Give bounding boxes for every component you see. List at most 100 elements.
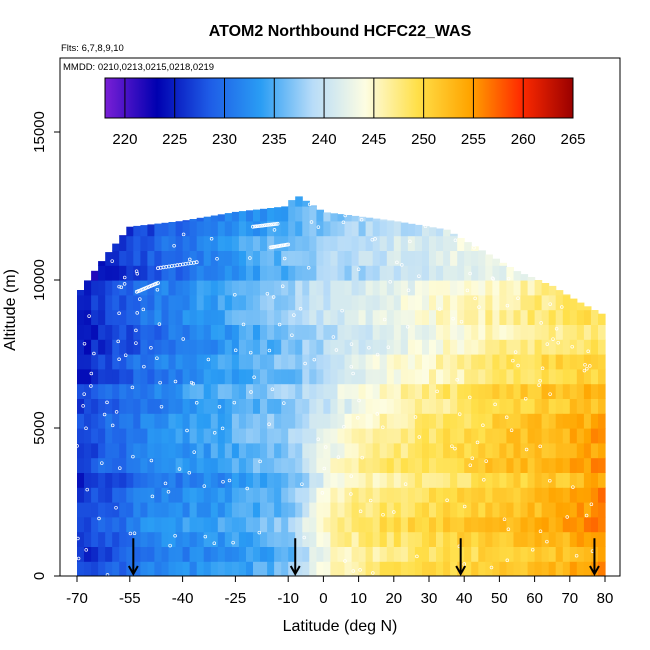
sample-point	[584, 513, 589, 518]
dates-subtitle: MMDD: 0210,0213,0215,0218,0219	[63, 62, 214, 73]
sample-point	[351, 569, 356, 573]
heatmap-cell	[309, 383, 317, 399]
heatmap-cell	[429, 383, 437, 399]
sample-point	[128, 531, 133, 536]
heatmap-cell	[210, 502, 219, 518]
heatmap-cell	[288, 487, 296, 503]
heatmap-cell	[210, 516, 219, 533]
sample-point	[194, 401, 199, 405]
heatmap-cell	[210, 561, 219, 576]
heatmap-cell	[485, 561, 493, 576]
heatmap-cell	[98, 368, 106, 385]
heatmap-cell	[168, 561, 177, 576]
heatmap-cell	[436, 487, 444, 503]
sample-point	[359, 218, 364, 222]
heatmap-cell	[98, 472, 106, 488]
heatmap-cell	[527, 428, 536, 444]
heatmap-cell	[98, 516, 106, 533]
heatmap-cell	[133, 324, 141, 340]
heatmap-cell	[492, 516, 500, 533]
heatmap-cell	[84, 442, 92, 459]
heatmap-cell	[555, 398, 564, 414]
heatmap-cell	[323, 398, 331, 414]
heatmap-cell	[126, 531, 134, 547]
heatmap-cell	[400, 531, 409, 547]
sample-point	[540, 366, 545, 371]
heatmap-cell	[513, 398, 522, 414]
heatmap-cell	[576, 302, 585, 311]
heatmap-cell	[379, 472, 388, 488]
colorbar-tick-label: 235	[262, 131, 287, 148]
sample-point	[417, 274, 421, 278]
heatmap-cell	[414, 531, 423, 547]
heatmap-cell	[231, 428, 240, 444]
heatmap-cell	[253, 368, 261, 385]
heatmap-cell	[555, 457, 564, 473]
heatmap-cell	[281, 280, 289, 296]
heatmap-cell	[372, 398, 381, 414]
heatmap-cell	[429, 516, 437, 533]
heatmap-cell	[450, 383, 458, 399]
heatmap-cell	[393, 428, 402, 444]
heatmap-cell	[91, 398, 99, 414]
heatmap-cell	[478, 383, 486, 399]
heatmap-cell	[295, 502, 303, 518]
heatmap-cell	[154, 250, 162, 266]
sample-point	[92, 351, 96, 356]
heatmap-cell	[203, 309, 212, 325]
heatmap-cell	[246, 265, 254, 281]
heatmap-cell	[119, 502, 127, 518]
heatmap-cell	[330, 398, 338, 414]
heatmap-cell	[443, 487, 451, 503]
plot-frame	[59, 57, 621, 577]
heatmap-cell	[583, 546, 592, 562]
heatmap-cell	[513, 339, 522, 355]
heatmap-cell	[182, 250, 191, 266]
heatmap-cell	[316, 354, 324, 370]
heatmap-cell	[140, 294, 148, 311]
sample-point	[582, 368, 587, 373]
heatmap-cell	[175, 280, 184, 296]
sample-point	[81, 404, 85, 408]
heatmap-cell	[372, 413, 381, 429]
y-tick-label: 5000	[31, 411, 48, 444]
heatmap-cell	[464, 442, 472, 459]
heatmap-cell	[84, 354, 92, 370]
sample-point	[400, 263, 404, 267]
heatmap-cell	[506, 487, 514, 503]
heatmap-cell	[598, 313, 606, 325]
heatmap-cell	[260, 487, 268, 503]
sample-point	[135, 311, 139, 315]
heatmap-cell	[471, 516, 479, 533]
heatmap-cell	[457, 428, 465, 444]
heatmap-cell	[210, 235, 219, 251]
heatmap-cell	[379, 250, 388, 266]
heatmap-cell	[464, 324, 472, 340]
heatmap-cell	[520, 561, 529, 576]
heatmap-cell	[196, 398, 205, 414]
heatmap-cell	[168, 222, 177, 237]
heatmap-cell	[407, 294, 416, 311]
heatmap-cell	[429, 428, 437, 444]
heatmap-cell	[478, 442, 486, 459]
heatmap-cell	[450, 472, 458, 488]
heatmap-cell	[224, 324, 233, 340]
heatmap-cell	[112, 428, 120, 444]
heatmap-cell	[203, 250, 212, 266]
heatmap-cell	[189, 265, 198, 281]
heatmap-cell	[414, 294, 423, 311]
heatmap-cell	[414, 368, 423, 385]
heatmap-cell	[295, 250, 303, 266]
heatmap-cell	[534, 383, 543, 399]
heatmap-cell	[372, 383, 381, 399]
heatmap-cell	[84, 531, 92, 547]
heatmap-cell	[140, 398, 148, 414]
heatmap-cell	[386, 368, 395, 385]
sample-point	[221, 479, 225, 484]
heatmap-cell	[281, 428, 289, 444]
heatmap-cell	[443, 561, 451, 576]
heatmap-cell	[590, 324, 599, 340]
sample-point	[270, 222, 275, 227]
heatmap-cell	[422, 428, 430, 444]
heatmap-cell	[506, 324, 514, 340]
